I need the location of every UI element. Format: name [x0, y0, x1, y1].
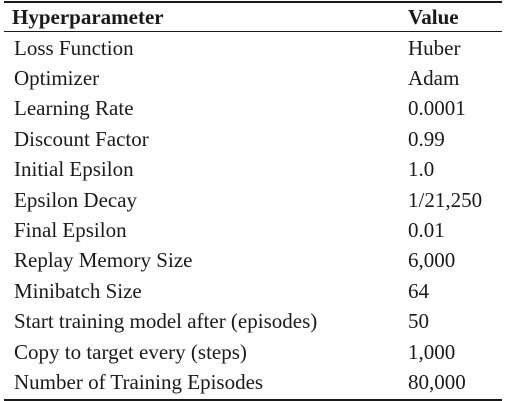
value-cell: 80,000	[408, 369, 466, 394]
value-cell: 50	[408, 309, 429, 334]
value-cell: 64	[408, 278, 429, 303]
table-top-rule	[4, 1, 502, 3]
table-row: Initial Epsilon 1.0	[4, 155, 502, 185]
table-body: Loss Function Huber Optimizer Adam Learn…	[4, 32, 502, 399]
param-cell: Learning Rate	[14, 96, 134, 121]
table-row: Start training model after (episodes) 50	[4, 307, 502, 337]
param-cell: Loss Function	[14, 35, 134, 60]
table-header-rule	[4, 31, 502, 32]
param-cell: Copy to target every (steps)	[14, 339, 247, 364]
table-row: Final Epsilon 0.01	[4, 215, 502, 245]
table-row: Number of Training Episodes 80,000	[4, 367, 502, 397]
param-cell: Minibatch Size	[14, 278, 142, 303]
value-cell: Huber	[408, 35, 461, 60]
param-cell: Final Epsilon	[14, 218, 127, 243]
hyperparameter-table: Hyperparameter Value Loss Function Huber…	[4, 1, 502, 401]
table-row: Learning Rate 0.0001	[4, 94, 502, 124]
value-cell: 1,000	[408, 339, 456, 364]
table-row: Optimizer Adam	[4, 63, 502, 93]
table-row: Minibatch Size 64	[4, 276, 502, 306]
param-cell: Discount Factor	[14, 126, 149, 151]
table-row: Epsilon Decay 1/21,250	[4, 185, 502, 215]
value-cell: 0.01	[408, 218, 445, 243]
param-cell: Epsilon Decay	[14, 187, 138, 212]
value-cell: Adam	[408, 66, 460, 91]
param-cell: Start training model after (episodes)	[14, 309, 318, 334]
value-cell: 0.99	[408, 126, 445, 151]
header-hyperparameter: Hyperparameter	[12, 4, 164, 29]
value-cell: 0.0001	[408, 96, 466, 121]
table-row: Copy to target every (steps) 1,000	[4, 337, 502, 367]
header-value: Value	[408, 4, 459, 29]
table-row: Loss Function Huber	[4, 33, 502, 63]
param-cell: Number of Training Episodes	[14, 369, 264, 394]
param-cell: Replay Memory Size	[14, 248, 193, 273]
param-cell: Initial Epsilon	[14, 157, 134, 182]
value-cell: 1/21,250	[408, 187, 483, 212]
value-cell: 1.0	[408, 157, 435, 182]
table-header-row: Hyperparameter Value	[4, 3, 502, 31]
table-row: Discount Factor 0.99	[4, 124, 502, 154]
value-cell: 6,000	[408, 248, 456, 273]
param-cell: Optimizer	[14, 66, 100, 91]
table-row: Replay Memory Size 6,000	[4, 246, 502, 276]
